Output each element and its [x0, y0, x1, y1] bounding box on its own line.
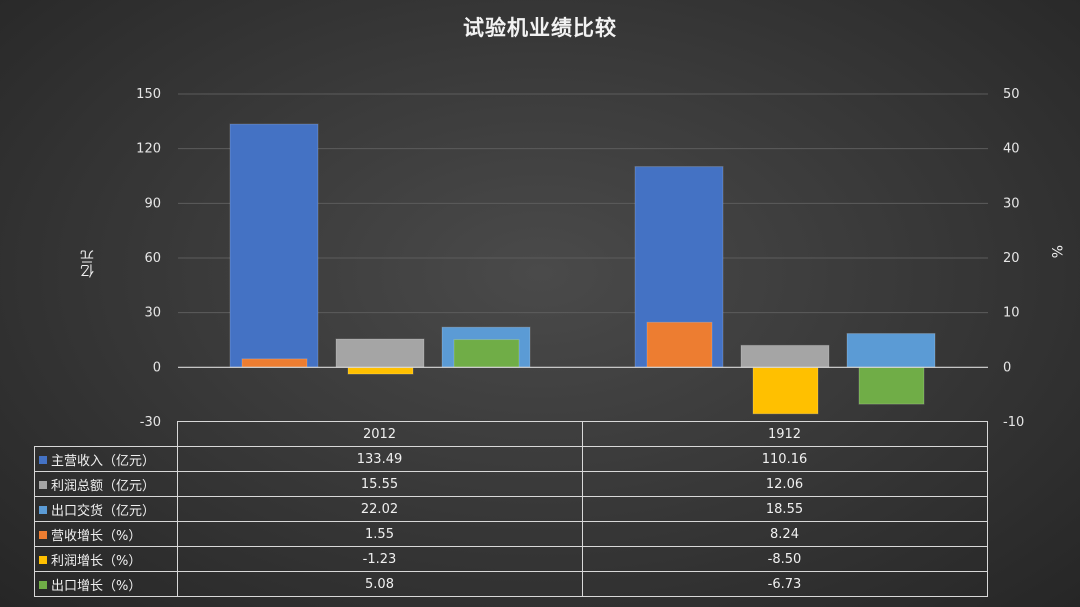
legend-swatch — [39, 455, 47, 464]
legend-swatch — [39, 480, 47, 489]
bar-5-2012 — [347, 366, 414, 375]
value-cell: 8.24 — [581, 521, 988, 547]
series-name-cell: 出口交货（亿元） — [34, 496, 178, 522]
bar-6-2012 — [453, 339, 520, 368]
left-tick-label: 30 — [144, 306, 161, 321]
value-cell: -8.50 — [581, 546, 988, 572]
chart-title: 试验机业绩比较 — [463, 16, 617, 40]
table-row: 营收增长（%） 1.55 8.24 — [34, 521, 988, 547]
left-tick-label: 60 — [144, 251, 161, 266]
legend-swatch — [39, 530, 47, 539]
value-cell: 110.16 — [581, 446, 988, 472]
table-header-cell: 1912 — [581, 421, 988, 447]
right-tick-label: 50 — [1003, 87, 1020, 102]
bar-6-1912 — [858, 366, 925, 405]
value-cell: -6.73 — [581, 571, 988, 597]
series-name: 营收增长（%） — [51, 528, 142, 544]
table-row: 出口增长（%） 5.08 -6.73 — [34, 571, 988, 597]
value-cell: 12.06 — [581, 471, 988, 497]
table-row: 利润总额（亿元） 15.55 12.06 — [34, 471, 988, 497]
left-tick-label: 150 — [136, 87, 161, 102]
right-tick-label: 30 — [1003, 196, 1020, 211]
bar-2-1912 — [740, 344, 830, 368]
legend-swatch — [39, 580, 47, 589]
right-tick-label: 20 — [1003, 251, 1020, 266]
table-row: 主营收入（亿元） 133.49 110.16 — [34, 446, 988, 472]
value-cell: 15.55 — [176, 471, 583, 497]
data-table: 2012 1912 主营收入（亿元） 133.49 110.16 利润总额（亿元） 15… — [34, 421, 988, 597]
table-body: 主营收入（亿元） 133.49 110.16 利润总额（亿元） 15.55 12.06 出口… — [34, 446, 988, 597]
table-row: 利润增长（%） -1.23 -8.50 — [34, 546, 988, 572]
table-header-cell: 2012 — [176, 421, 583, 447]
value-cell: 1.55 — [176, 521, 583, 547]
value-cell: -1.23 — [176, 546, 583, 572]
series-name: 利润增长（%） — [51, 553, 142, 569]
right-tick-label: -10 — [1003, 415, 1024, 430]
table-corner — [34, 421, 178, 447]
right-tick-label: 10 — [1003, 306, 1020, 321]
bar-5-1912 — [752, 366, 819, 415]
series-name-cell: 主营收入（亿元） — [34, 446, 178, 472]
legend-swatch — [39, 505, 47, 514]
table-row: 出口交货（亿元） 22.02 18.55 — [34, 496, 988, 522]
series-name: 利润总额（亿元） — [51, 478, 156, 494]
bar-2-2012 — [335, 338, 425, 368]
series-name: 出口交货（亿元） — [51, 503, 156, 519]
series-name-cell: 出口增长（%） — [34, 571, 178, 597]
bar-3-1912 — [846, 333, 936, 368]
series-name: 主营收入（亿元） — [51, 453, 156, 469]
series-name-cell: 利润总额（亿元） — [34, 471, 178, 497]
series-name: 出口增长（%） — [51, 578, 142, 594]
value-cell: 22.02 — [176, 496, 583, 522]
left-tick-label: 120 — [136, 142, 161, 157]
series-name-cell: 利润增长（%） — [34, 546, 178, 572]
right-tick-label: 40 — [1003, 142, 1020, 157]
bar-4-1912 — [646, 321, 713, 368]
value-cell: 5.08 — [176, 571, 583, 597]
legend-swatch — [39, 555, 47, 564]
left-tick-label: 0 — [153, 360, 161, 375]
left-tick-label: 90 — [144, 196, 161, 211]
right-axis-label: % — [1048, 245, 1064, 259]
bar-1-2012 — [229, 123, 319, 368]
right-tick-label: 0 — [1003, 360, 1011, 375]
value-cell: 18.55 — [581, 496, 988, 522]
table-header-row: 2012 1912 — [34, 421, 988, 447]
series-name-cell: 营收增长（%） — [34, 521, 178, 547]
value-cell: 133.49 — [176, 446, 583, 472]
bar-4-2012 — [241, 358, 308, 368]
